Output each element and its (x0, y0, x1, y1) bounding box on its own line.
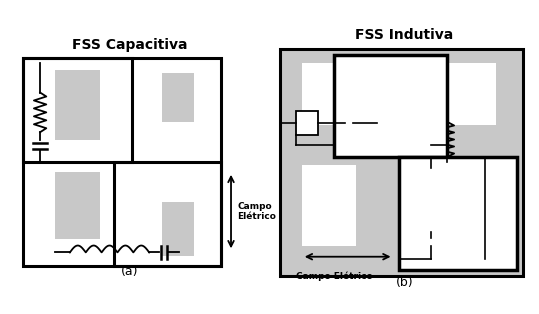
Bar (437, 63, 496, 125)
Bar (280, 49, 523, 276)
Bar (437, 165, 496, 246)
Bar (55, 172, 100, 239)
Text: (a): (a) (121, 266, 138, 279)
Bar (399, 157, 517, 270)
Bar (23, 58, 221, 266)
Bar (23, 58, 132, 162)
Bar (162, 202, 194, 256)
Text: FSS Capacitiva: FSS Capacitiva (72, 38, 187, 52)
Bar (334, 55, 447, 157)
Text: (b): (b) (396, 276, 413, 289)
Bar (302, 63, 356, 125)
Bar (302, 165, 356, 246)
Bar (162, 73, 194, 122)
Bar (55, 70, 100, 140)
Text: FSS Indutiva: FSS Indutiva (355, 28, 453, 42)
Text: Campo
Elétrico: Campo Elétrico (237, 202, 276, 221)
Text: Campo Elétrico: Campo Elétrico (296, 272, 373, 281)
Bar (114, 162, 221, 266)
Bar (296, 111, 318, 135)
